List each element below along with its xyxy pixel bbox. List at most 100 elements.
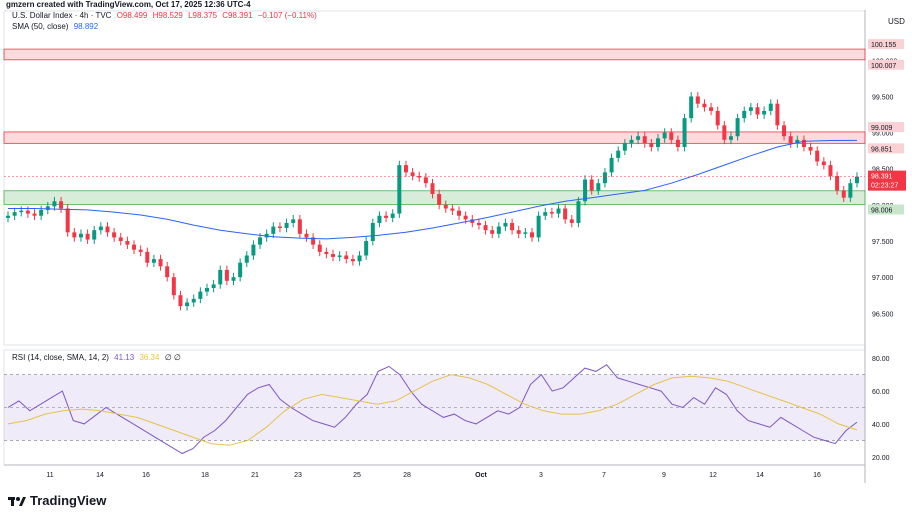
candle-body (848, 183, 853, 198)
sma-label: SMA (50, close) (12, 22, 69, 31)
candle-body (457, 210, 462, 216)
brand-name: TradingView (30, 493, 107, 508)
zone-price-badge (868, 59, 904, 70)
candle-body (403, 165, 408, 173)
candle-body (709, 107, 714, 111)
candle-body (556, 208, 561, 214)
candle-body (78, 233, 83, 238)
candle-body (728, 136, 733, 140)
candle-body (277, 226, 282, 229)
candle-body (768, 103, 773, 111)
candle-body (695, 96, 700, 104)
rsi-tick-label: 40.00 (872, 422, 890, 429)
last-price-badge (868, 170, 906, 191)
symbol-title: U.S. Dollar Index · 4h · TVC (12, 11, 112, 20)
candle-body (808, 147, 813, 151)
candle-body (231, 277, 236, 281)
rsi-tick-label: 60.00 (872, 389, 890, 396)
rsi-ma-value: 36.34 (139, 353, 160, 362)
candle-body (649, 143, 654, 148)
candle-body (642, 136, 647, 144)
candle-body (39, 209, 44, 216)
candle-body (238, 262, 243, 278)
rsi-legend[interactable]: RSI (14, close, SMA, 14, 2) 41.13 36.34 … (12, 353, 184, 362)
created-by-text: gmzern created with TradingView.com, Oct… (6, 0, 251, 9)
candle-body (788, 136, 793, 144)
zone-price-label: 100.155 (871, 42, 896, 49)
candle-body (211, 284, 216, 289)
candle-body (118, 237, 123, 242)
candle-body (503, 222, 508, 227)
candle-body (72, 232, 77, 238)
zone-price-label: 100.007 (871, 63, 896, 70)
candle-body (549, 212, 554, 214)
candle-body (417, 175, 422, 178)
candle-body (145, 251, 150, 263)
main-pane-frame (3, 10, 866, 346)
rsi-ma-line (7, 374, 858, 446)
candle-body (191, 298, 196, 303)
candle-body (112, 232, 117, 238)
time-tick-label: 14 (96, 472, 104, 479)
candle-body (543, 212, 548, 216)
zone-price-label: 98.006 (871, 207, 893, 214)
time-tick-label: 25 (353, 472, 361, 479)
currency-label: USD (888, 17, 905, 26)
candle-body (12, 212, 17, 216)
zone-price-label: 99.009 (871, 125, 893, 132)
candle-body (25, 210, 30, 214)
time-tick-label: 11 (46, 472, 53, 479)
candle-body (715, 110, 720, 126)
resistance-zone (3, 48, 866, 61)
candle-body (748, 107, 753, 111)
candle-body (423, 177, 428, 184)
price-tick-label: 96.500 (872, 311, 894, 318)
time-tick-label: 18 (201, 472, 209, 479)
time-tick-label: 23 (294, 472, 302, 479)
candle-body (198, 291, 203, 299)
candle-body (483, 225, 488, 231)
candle-body (317, 244, 322, 252)
candle-body (841, 190, 846, 198)
candle-body (795, 139, 800, 144)
candle-body (251, 244, 256, 256)
candle-body (410, 172, 415, 176)
open-value: O98.499 (116, 11, 148, 20)
sma-legend[interactable]: SMA (50, close) 98.892 (12, 22, 101, 31)
zone-price-label: 98.851 (871, 146, 893, 153)
candle-body (132, 244, 137, 250)
candle-body (629, 139, 634, 144)
candle-body (523, 232, 528, 234)
rsi-band (4, 374, 865, 441)
candle-body (563, 208, 568, 220)
candle-body (19, 210, 24, 213)
price-tick-label: 97.000 (872, 275, 894, 282)
zone-price-badge (868, 204, 904, 215)
time-tick-label: 3 (539, 472, 543, 479)
candle-body (656, 138, 661, 148)
candle-body (165, 266, 170, 278)
candle-body (821, 161, 826, 166)
candle-body (350, 259, 355, 262)
candle-body (138, 249, 143, 252)
last-price-label: 98.391 (871, 174, 893, 181)
candle-body (218, 269, 223, 285)
candle-body (324, 251, 329, 255)
time-tick-label: 16 (813, 472, 821, 479)
chart-canvas[interactable]: USD100.00099.50099.00098.50098.00097.500… (0, 0, 912, 490)
candle-body (59, 201, 64, 209)
candle-body (569, 219, 574, 223)
high-value: H98.529 (152, 11, 183, 20)
candle-body (390, 213, 395, 218)
time-tick-label: 28 (403, 472, 411, 479)
candle-body (6, 215, 10, 218)
candle-body (125, 241, 130, 245)
price-tick-label: 98.500 (872, 167, 894, 174)
candle-body (602, 172, 607, 184)
candle-body (782, 125, 787, 137)
candle-body (397, 165, 402, 214)
candle-body (828, 165, 833, 176)
rsi-label: RSI (14, close, SMA, 14, 2) (12, 353, 109, 362)
candle-body (576, 201, 581, 223)
price-tick-label: 97.500 (872, 239, 894, 246)
